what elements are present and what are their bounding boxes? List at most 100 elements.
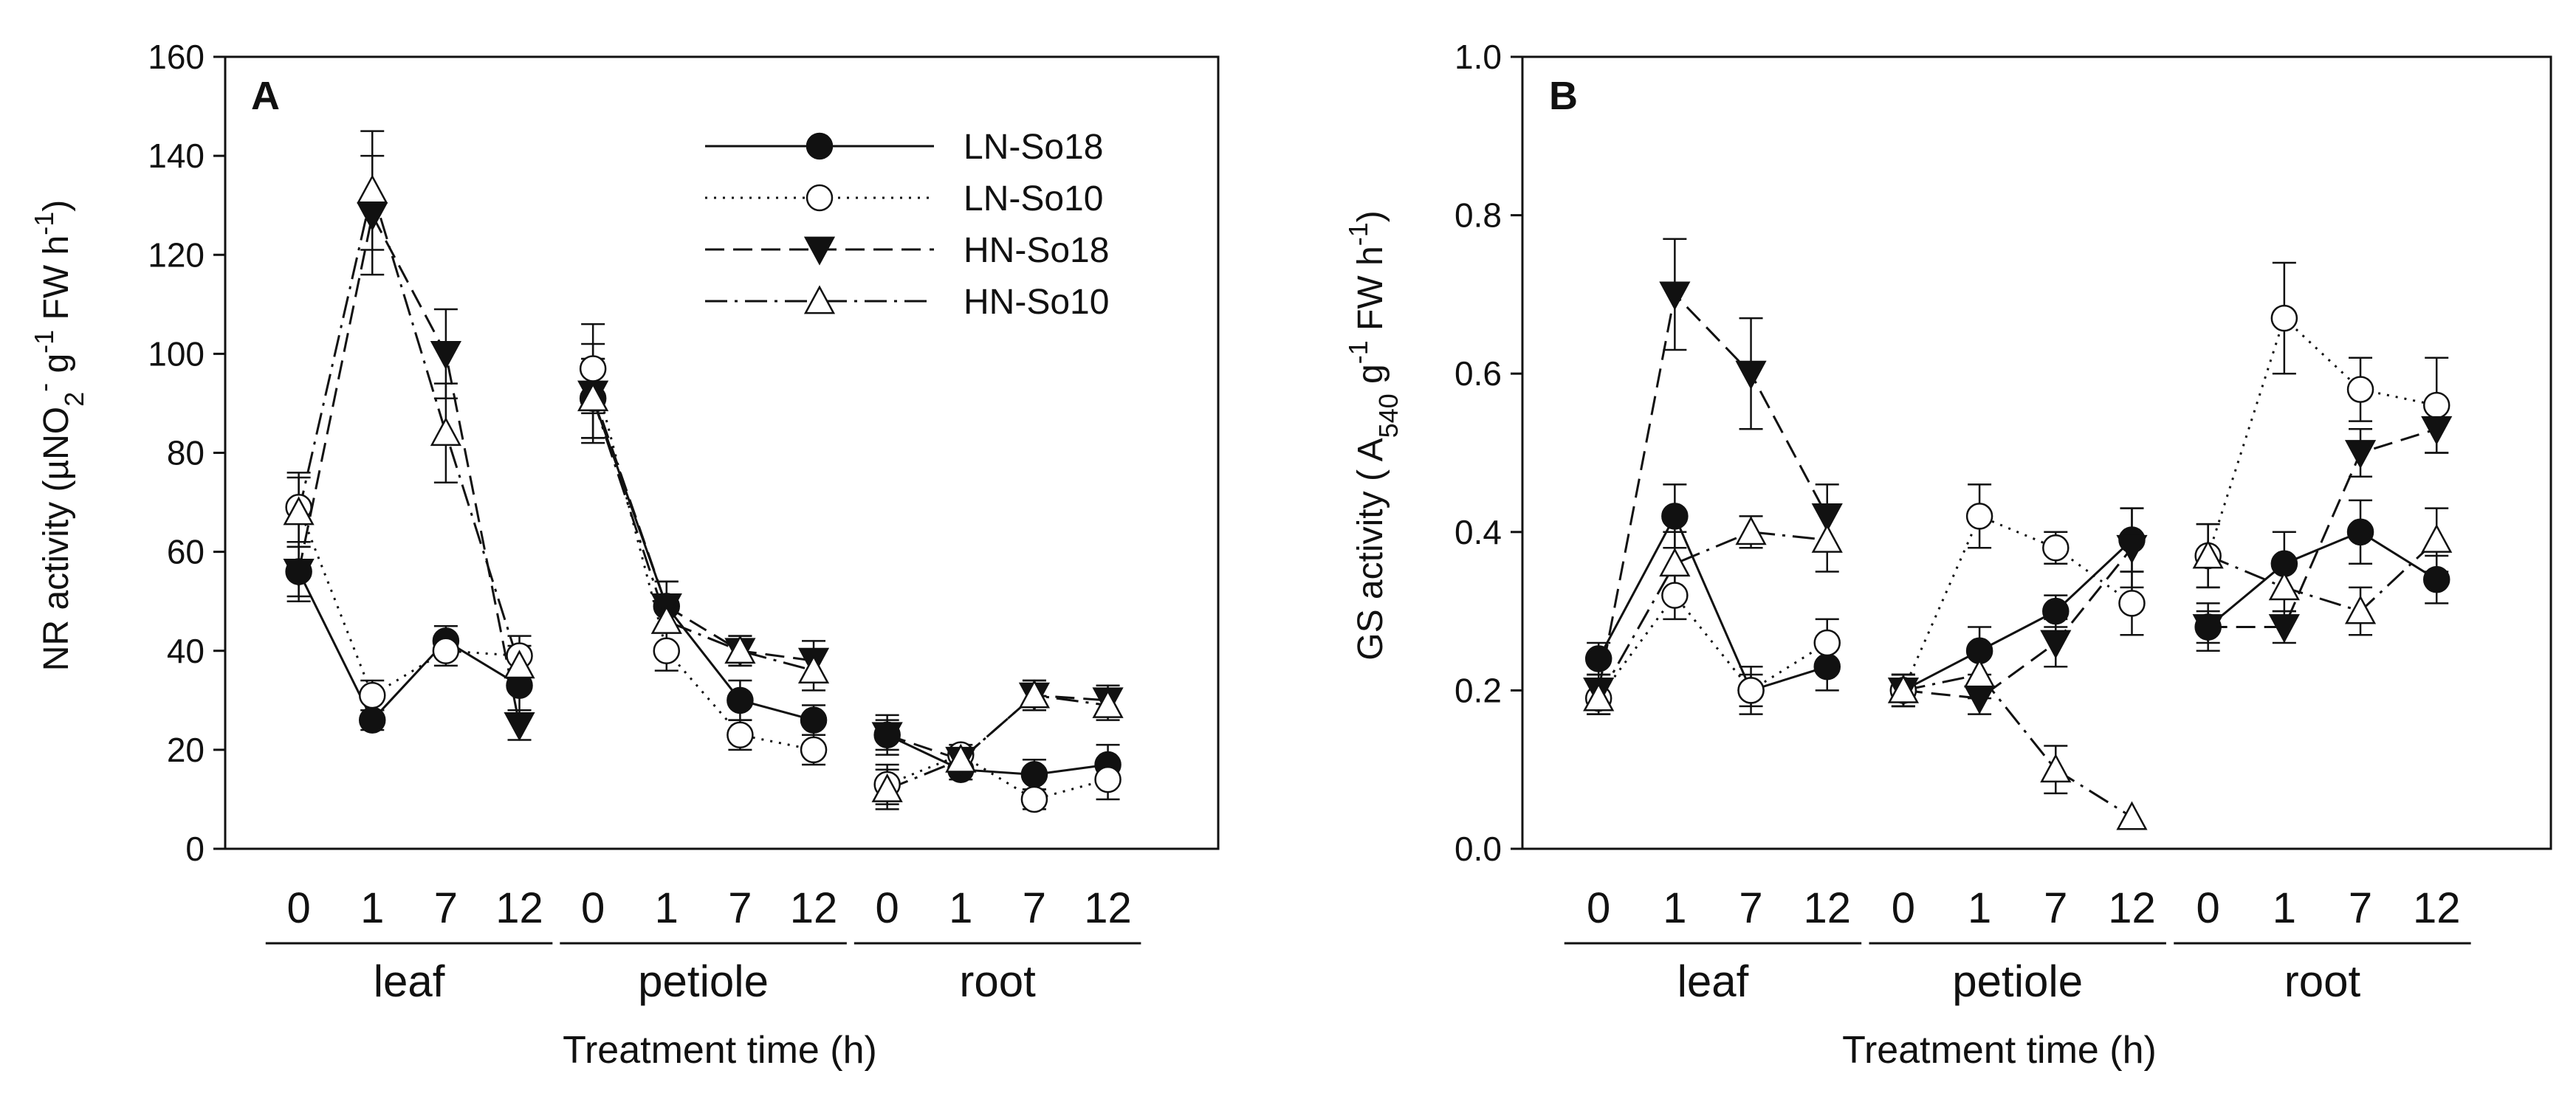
panel-a-data-point-hn-so10	[430, 417, 461, 447]
panel-a-data-point-ln-so10	[432, 637, 460, 664]
panel-b-y-axis-title: GS activity ( A540 g-1 FW h-1)	[1343, 210, 1404, 661]
panel-a-x-tick-label: 1	[949, 884, 972, 932]
panel-b-y-tick-label: 0.8	[1454, 196, 1502, 235]
panel-a-data-point-ln-so10	[1020, 785, 1048, 813]
panel-b-x-tick-label: 7	[2044, 884, 2067, 932]
legend-marker-ln-so18	[806, 132, 834, 160]
panel-a-series-line-hn-so18	[591, 393, 814, 662]
panel-b-data-point-ln-so18	[2346, 518, 2374, 546]
panel-b-data-point-hn-so10	[2421, 523, 2453, 553]
panel-a-data-point-hn-so10	[577, 382, 609, 412]
panel-b-data-point-hn-so18	[2344, 440, 2377, 469]
panel-a-series-line-ln-so18	[298, 571, 521, 723]
panel-a-y-tick-label: 20	[167, 731, 205, 769]
legend-marker-ln-so10	[806, 184, 834, 212]
panel-a-data-point-hn-so10	[1018, 679, 1051, 709]
panel-b-data-point-hn-so18	[2192, 614, 2224, 644]
panel-a-data-point-hn-so10	[1092, 689, 1124, 718]
panel-b-data-point-ln-so10	[2346, 376, 2374, 403]
panel-b-series-line-ln-so10	[1597, 593, 1828, 700]
panel-a-data-point-ln-so10	[579, 355, 607, 382]
panel-b-data-point-hn-so10	[1964, 658, 1996, 688]
panel-b-data-point-ln-so10	[2118, 590, 2146, 617]
panel-b-data-point-hn-so18	[2116, 534, 2148, 564]
panel-a-y-tick-label: 140	[148, 137, 205, 175]
panel-b-x-tick-label: 0	[1892, 884, 1915, 932]
panel-a-group-label-leaf: leaf	[374, 957, 445, 1006]
panel-a-data-point-hn-so10	[283, 496, 315, 526]
panel-b-series-line-hn-so10	[1903, 673, 2133, 819]
panel-b-data-point-hn-so10	[2116, 801, 2148, 830]
panel-b-x-tick-label: 1	[1663, 884, 1686, 932]
panel-b-group-label-leaf: leaf	[1677, 957, 1749, 1006]
panel-a-data-point-ln-so18	[1020, 761, 1048, 788]
panel-a-group-label-petiole: petiole	[638, 957, 769, 1006]
panel-a-series-line-ln-so18	[887, 734, 1108, 776]
panel-a-y-tick-label: 40	[167, 632, 205, 670]
panel-a-data-point-hn-so18	[283, 559, 315, 588]
panel-a-x-tick-label: 12	[1084, 884, 1132, 932]
panel-b-series-line-hn-so18	[1903, 547, 2133, 700]
panel-b-data-point-hn-so10	[2344, 595, 2377, 624]
panel-a-data-point-hn-so10	[357, 174, 388, 204]
panel-a-x-tick-label: 7	[1023, 884, 1046, 932]
panel-b-x-tick-label: 12	[2108, 884, 2156, 932]
panel-a-group-label-root: root	[959, 957, 1036, 1006]
panel-a-data-point-ln-so10	[653, 637, 681, 664]
panel-b-x-axis-title: Treatment time (h)	[1842, 1029, 2157, 1072]
panel-a-x-tick-label: 7	[434, 884, 458, 932]
panel-b-x-tick-label: 1	[2273, 884, 2296, 932]
legend: LN-So18 LN-So10 HN-So18 HN-So10	[705, 128, 1109, 322]
panel-b-data-point-hn-so18	[2421, 416, 2453, 445]
panel-a-x-tick-label: 0	[286, 884, 310, 932]
panel-b-data-point-hn-so18	[2040, 630, 2072, 659]
panel-a-data-point-hn-so10	[797, 654, 830, 683]
panel-b-x-tick-label: 1	[1968, 884, 1991, 932]
panel-a-x-tick-label: 12	[495, 884, 543, 932]
panel-a-label: A	[251, 74, 280, 118]
legend-label-hn-so18: HN-So18	[964, 231, 1109, 270]
panel-b-y-tick-label: 1.0	[1454, 38, 1502, 76]
panel-b-series-line-hn-so18	[2208, 427, 2437, 629]
legend-label-hn-so10: HN-So10	[964, 283, 1109, 322]
panel-a-x-tick-label: 0	[876, 884, 899, 932]
panel-b-x-tick-label: 7	[2349, 884, 2372, 932]
panel-b-data-point-hn-so18	[1735, 360, 1767, 390]
panel-a-y-tick-label: 80	[167, 434, 205, 472]
panel-a-y-axis-title: NR activity (µNO2- g-1 FW h-1)	[29, 200, 89, 671]
panel-a-y-tick-label: 0	[185, 830, 205, 868]
panel-a-data-point-ln-so10	[1094, 765, 1122, 793]
panel-b-data-point-hn-so10	[1659, 548, 1691, 577]
panel-b-data-point-hn-so10	[1583, 682, 1615, 712]
panel-b-plot-area: 0.0 0.2 0.4 0.6 0.8 1.0 0 1 7 12 leaf 0 1 7 12 petiole 0…	[1454, 38, 2552, 1006]
panel-a-y-tick-label: 120	[148, 235, 205, 274]
panel-b-series-line-hn-so18	[1597, 292, 1829, 691]
panel-a-x-tick-label: 1	[360, 884, 384, 932]
panel-b-group-label-petiole: petiole	[1952, 957, 2083, 1006]
panel-b-data-point-ln-so10	[2270, 304, 2298, 332]
panel-b-data-point-hn-so10	[2192, 540, 2224, 569]
panel-a-data-point-hn-so18	[871, 722, 903, 751]
panel-a-x-tick-label: 0	[581, 884, 605, 932]
panel-a-data-point-hn-so10	[945, 743, 977, 773]
panel-b-data-point-hn-so10	[2040, 754, 2072, 783]
panel-b-x-tick-label: 12	[1803, 884, 1851, 932]
panel-b-x-tick-label: 0	[1587, 884, 1610, 932]
panel-a-x-tick-label: 12	[790, 884, 838, 932]
panel-a-data-point-hn-so18	[430, 340, 461, 371]
panel-b-y-tick-label: 0.6	[1454, 354, 1502, 393]
legend-label-ln-so18: LN-So18	[964, 128, 1103, 167]
panel-b-label: B	[1549, 74, 1578, 118]
panel-b-series-line-ln-so10	[2207, 316, 2437, 557]
panel-a-data-point-ln-so18	[727, 686, 754, 714]
panel-a-y-tick-label: 100	[148, 334, 205, 373]
panel-b-data-point-ln-so10	[1813, 629, 1841, 657]
panel-a-data-point-hn-so10	[504, 650, 535, 679]
legend-marker-hn-so18	[803, 236, 836, 266]
panel-b-y-tick-label: 0.2	[1454, 671, 1502, 709]
panel-a-data-point-hn-so10	[724, 635, 756, 664]
panel-b-y-tick-label: 0.0	[1454, 830, 1502, 868]
